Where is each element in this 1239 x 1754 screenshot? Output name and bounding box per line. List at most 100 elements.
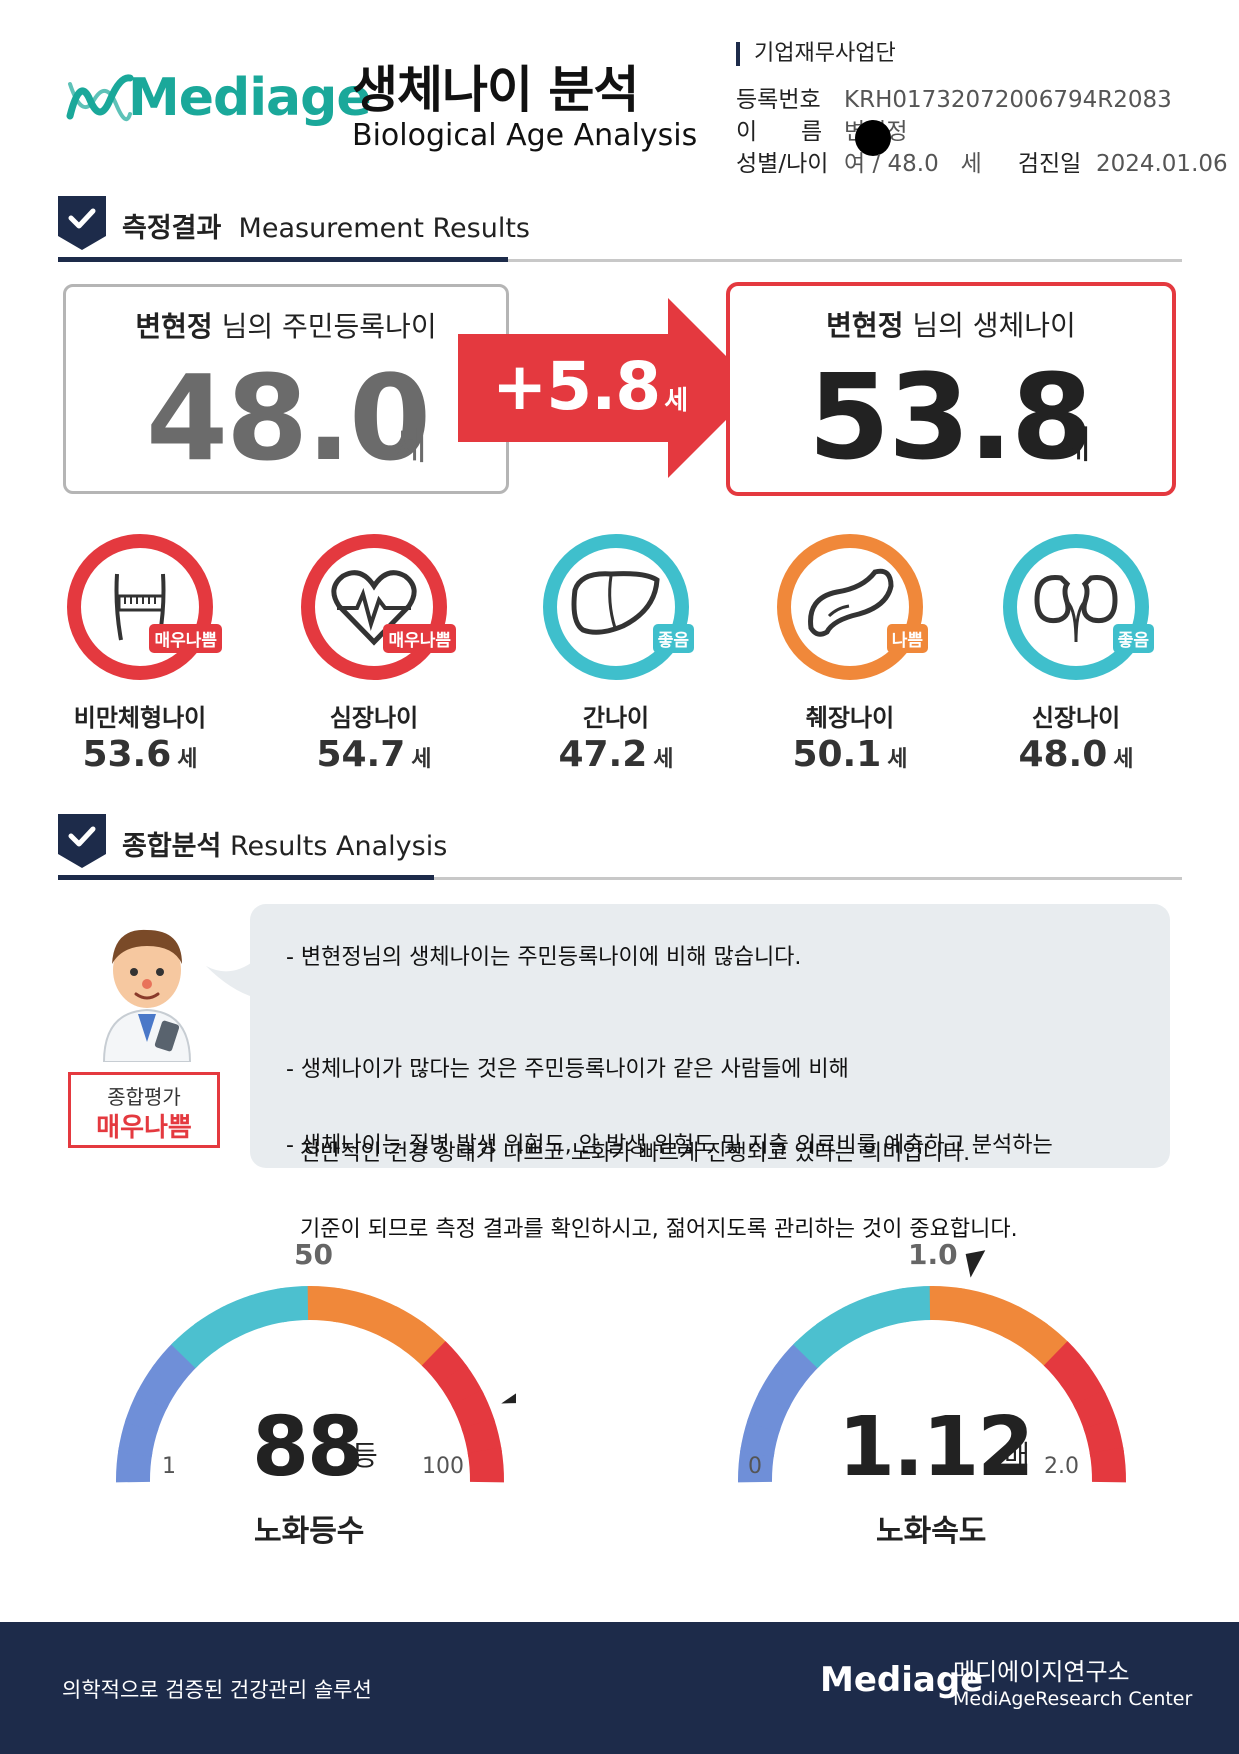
gauge-pointer-icon [965, 1250, 986, 1278]
check-badge-icon [58, 814, 106, 868]
gauge-value: 1.12 [838, 1400, 1034, 1495]
section-divider-accent [58, 257, 508, 262]
gauge-aging-speed: 1.0 0 2.0 1.12 배 노화속도 [718, 1230, 1138, 1570]
organ-card: 좋음 간나이 47.2 세 [516, 532, 716, 775]
gauge-segment [758, 1364, 804, 1410]
gauge-segment [869, 1288, 909, 1329]
organ-status-badge: 매우나쁨 [383, 624, 456, 653]
age-difference-value: +5.8 [492, 348, 661, 425]
organ-status-badge: 매우나쁨 [149, 624, 222, 653]
org-name: 기업재무사업단 [736, 42, 896, 66]
gauge-segment [307, 1286, 343, 1323]
gauge-segment [467, 1447, 504, 1483]
person-name: 변현정 [826, 309, 904, 342]
organ-age-value: 53.6 [82, 734, 172, 775]
footer-org-ko: 메디에이지연구소 [953, 1658, 1130, 1686]
gauge-segment [247, 1288, 287, 1329]
gauge-caption: 노화속도 [876, 1514, 987, 1549]
dna-wave-logo-icon [66, 74, 134, 122]
gauge-segment [899, 1286, 935, 1323]
section-title-ko: 종합분석 [122, 831, 222, 862]
eval-label: 종합평가 [107, 1085, 181, 1109]
footer-slogan: 의학적으로 검증된 건강관리 솔루션 [62, 1678, 372, 1702]
bio-age-unit: 세 [1056, 423, 1091, 467]
bio-caption-text: 님의 생체나이 [912, 309, 1076, 342]
check-badge-icon [58, 196, 106, 250]
overall-evaluation: 종합평가 매우나쁨 [68, 1072, 220, 1148]
gauge-segment [116, 1447, 153, 1483]
section-divider-accent [58, 875, 434, 880]
gauge-segment [277, 1286, 313, 1323]
organ-age-unit: 세 [653, 747, 674, 772]
gauge-unit: 등 [352, 1439, 378, 1472]
analysis-bullet-2: - 생체나이가 많다는 것은 주민등록나이가 같은 사람들에 비해 전반적인 건… [286, 1000, 970, 1224]
organ-age-value: 47.2 [558, 734, 648, 775]
chrono-age-unit: 세 [392, 424, 427, 468]
gauge-segment [929, 1286, 965, 1323]
reg-row: 등록번호 KRH01732072006794R2083 [736, 80, 1172, 114]
person-name: 변현정 [135, 310, 213, 343]
kidney-icon [1003, 534, 1149, 680]
section-title: 측정결과 Measurement Results [122, 206, 530, 245]
doctor-avatar-icon [102, 929, 192, 1062]
section-title-ko: 측정결과 [122, 213, 222, 244]
organ-name: 췌장나이 [805, 704, 895, 732]
section-divider [58, 877, 1182, 880]
reg-value: KRH01732072006794R2083 [844, 87, 1172, 113]
mediage-logo: Mediage [66, 64, 372, 144]
exam-label: 검진일 [1017, 151, 1082, 177]
gauge-arc [738, 1250, 1126, 1483]
organ-age-unit: 세 [1113, 747, 1134, 772]
organ-age-unit: 세 [887, 747, 908, 772]
footer-logo: Mediage [820, 1660, 984, 1700]
gauge-value: 88 [252, 1400, 364, 1495]
page-title: 생체나이 분석 [352, 61, 639, 119]
gauge-mid-label: 50 [294, 1238, 333, 1271]
gauge-aging-rank: 50 1 100 88 등 노화등수 [96, 1230, 516, 1570]
redaction-dot [855, 120, 891, 156]
section-divider [58, 259, 1182, 262]
increase-arrow-icon [458, 298, 758, 478]
gauge-pointer-icon [501, 1393, 516, 1404]
organ-name: 간나이 [582, 704, 650, 732]
reg-label: 등록번호 [736, 87, 821, 113]
bio-age-value: 53.8 [808, 348, 1093, 486]
section-analysis: 종합분석 Results Analysis [58, 814, 1182, 880]
organ-age: 53.6 세 [40, 734, 240, 775]
name-label: 이 름 [736, 119, 823, 145]
sexage-value: 여 / 48.0 세 [844, 151, 982, 177]
sexage-row: 성별/나이 여 / 48.0 세 검진일 2024.01.06 [736, 144, 1228, 178]
gauge-segment [136, 1364, 182, 1410]
gauge-arc [116, 1286, 516, 1483]
gauge-caption: 노화등수 [254, 1514, 365, 1549]
analysis-line: 기준이 되므로 측정 결과를 확인하시고, 젊어지도록 관리하는 것이 중요합니… [286, 1217, 1018, 1242]
heart-icon [301, 534, 447, 680]
gauge-segment [151, 1341, 199, 1388]
organ-age: 50.1 세 [750, 734, 950, 775]
footer-org-en: MediAgeResearch Center [953, 1688, 1193, 1710]
section-title: 종합분석 Results Analysis [122, 824, 447, 863]
chrono-age-value: 48.0 [146, 349, 431, 487]
gauge-segment [773, 1341, 821, 1388]
organ-age: 47.2 세 [516, 734, 716, 775]
analysis-bullet-1: - 변현정님의 생체나이는 주민등록나이에 비해 많습니다. [286, 944, 801, 972]
gauge-min-label: 0 [748, 1454, 762, 1479]
analysis-bubble: - 변현정님의 생체나이는 주민등록나이에 비해 많습니다. - 생체나이가 많… [250, 904, 1170, 1242]
age-difference-unit: 세 [664, 386, 688, 416]
analysis-bullet-3: - 생체나이는 질병 발생 위험도, 암 발생 위험도 및 지출 의료비를 예측… [286, 1076, 1053, 1300]
chrono-age-card: 변현정 님의 주민등록나이 48.0 세 [63, 284, 509, 494]
organ-status-badge: 나쁨 [886, 624, 928, 653]
organ-name: 신장나이 [1031, 704, 1121, 732]
logo-text: Mediage [128, 68, 372, 128]
exam-value: 2024.01.06 [1095, 151, 1228, 177]
organ-age: 54.7 세 [274, 734, 474, 775]
age-difference: +5.8 세 [492, 348, 688, 425]
gauge-max-label: 100 [422, 1454, 464, 1479]
sexage-label: 성별/나이 [736, 151, 829, 177]
gauge-max-label: 2.0 [1044, 1454, 1079, 1479]
analysis-line: 전반적인 건강 상태가 나쁘고 노화가 빠르게 진행되고 있다는 의미입니다. [286, 1141, 971, 1166]
footer: 의학적으로 검증된 건강관리 솔루션 Mediage 메디에이지연구소 Medi… [0, 1622, 1239, 1754]
gauge-segment [1089, 1447, 1126, 1483]
gauge-segment [1024, 1321, 1071, 1369]
